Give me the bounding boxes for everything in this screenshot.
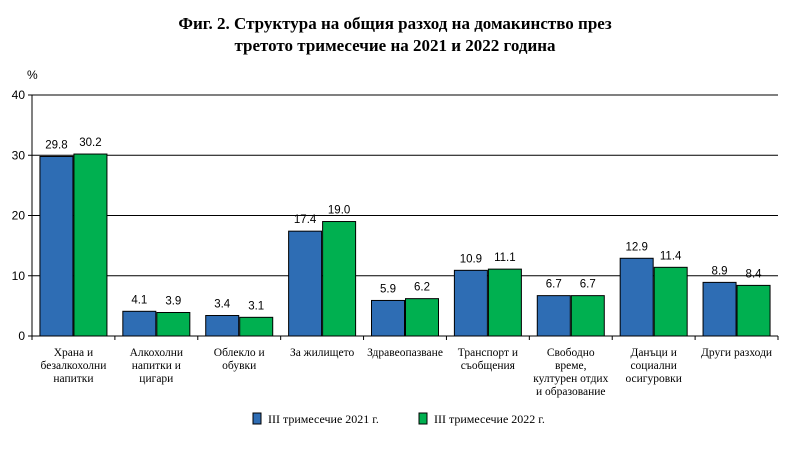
category-label-line: напитки и xyxy=(132,360,181,372)
bar xyxy=(653,266,688,337)
legend-swatch xyxy=(418,412,428,425)
bar xyxy=(73,153,108,337)
category-label: Алкохолни напитки и цигари xyxy=(130,347,183,385)
data-label: 12.9 xyxy=(625,241,647,253)
category-label-line: осигуровки xyxy=(625,373,681,385)
category-label-line: Алкохолни xyxy=(130,347,183,359)
bar xyxy=(239,316,274,337)
data-label: 10.9 xyxy=(460,253,482,265)
bar xyxy=(288,230,323,337)
data-label: 8.9 xyxy=(712,265,728,277)
data-label: 19.0 xyxy=(328,205,350,217)
category-label: Транспорт и съобщения xyxy=(458,347,518,372)
data-labels: 29.8 30.2 4.1 3.9 3.4 3.1 17.4 19.0 5.9 6.2 10.9 11… xyxy=(45,137,762,312)
category-label-line: време, xyxy=(555,360,587,372)
chart-title-line-2: третото тримесечие на 2021 и 2022 година xyxy=(234,36,556,55)
y-tick-label: 40 xyxy=(12,88,26,102)
data-label: 29.8 xyxy=(45,139,67,151)
bar xyxy=(322,221,357,337)
y-axis-unit-label: % xyxy=(27,68,38,82)
data-label: 3.9 xyxy=(165,296,181,308)
y-tick-label: 0 xyxy=(18,329,25,343)
data-label: 17.4 xyxy=(294,214,317,226)
data-label: 11.1 xyxy=(494,252,516,264)
category-label-line: Свободно xyxy=(547,347,595,359)
category-label-line: Други разходи xyxy=(701,347,772,359)
bar xyxy=(536,295,571,337)
bar xyxy=(736,284,771,337)
bar xyxy=(122,310,157,337)
legend: III тримесечие 2021 г. III тримесечие 202… xyxy=(252,412,545,426)
grid-lines xyxy=(32,94,778,277)
category-label: Храна и безалкохолни напитки xyxy=(41,347,107,385)
data-label: 3.4 xyxy=(214,299,231,311)
category-label-line: културен отдих xyxy=(533,373,608,385)
bar xyxy=(205,315,240,337)
data-label: 6.7 xyxy=(580,279,596,291)
data-label: 4.1 xyxy=(131,294,147,306)
category-label-line: цигари xyxy=(139,373,173,385)
bar xyxy=(487,268,522,337)
bar xyxy=(453,269,488,337)
category-label-line: Здравеопазване xyxy=(367,347,443,359)
data-label: 8.4 xyxy=(746,268,763,280)
bar xyxy=(371,299,405,337)
data-label: 6.2 xyxy=(414,282,430,294)
category-label-line: обувки xyxy=(222,360,256,372)
bar xyxy=(405,298,439,337)
category-label-line: Облекло и xyxy=(214,347,265,359)
category-label: Други разходи xyxy=(701,347,772,359)
category-label: Здравеопазване xyxy=(367,347,443,359)
category-label: Облекло и обувки xyxy=(214,347,265,372)
category-label-line: социални xyxy=(630,360,676,372)
axes: 0 10 20 30 40 xyxy=(12,88,779,343)
bar xyxy=(39,155,74,337)
category-label-line: съобщения xyxy=(461,360,516,372)
bar xyxy=(619,257,654,337)
category-label-line: безалкохолни xyxy=(41,360,107,372)
category-label-line: Данъци и xyxy=(630,347,676,359)
y-tick-label: 20 xyxy=(12,209,26,223)
category-label-line: и образование xyxy=(536,386,606,398)
y-tick-label: 10 xyxy=(12,269,26,283)
bars xyxy=(39,153,771,337)
data-label: 6.7 xyxy=(546,279,562,291)
data-label: 3.1 xyxy=(248,300,264,312)
category-label-line: Храна и xyxy=(54,347,93,359)
category-label-line: напитки xyxy=(53,373,93,385)
y-tick-label: 30 xyxy=(12,148,26,162)
data-label: 11.4 xyxy=(660,250,682,262)
data-label: 30.2 xyxy=(79,137,101,149)
category-label: Данъци и социални осигуровки xyxy=(625,347,681,385)
category-label: Свободно време, културен отдих и образовани… xyxy=(533,347,608,398)
category-label-line: Транспорт и xyxy=(458,347,518,359)
bar xyxy=(570,295,605,337)
category-label-line: За жилището xyxy=(290,347,355,359)
bar xyxy=(156,312,191,337)
chart-title-line-1: Фиг. 2. Структура на общия разход на дом… xyxy=(178,14,611,33)
legend-swatch xyxy=(252,412,262,425)
legend-label: III тримесечие 2021 г. xyxy=(268,412,379,426)
legend-label: III тримесечие 2022 г. xyxy=(434,412,545,426)
bar xyxy=(702,281,737,337)
category-label: За жилището xyxy=(290,347,355,359)
data-label: 5.9 xyxy=(380,283,396,295)
